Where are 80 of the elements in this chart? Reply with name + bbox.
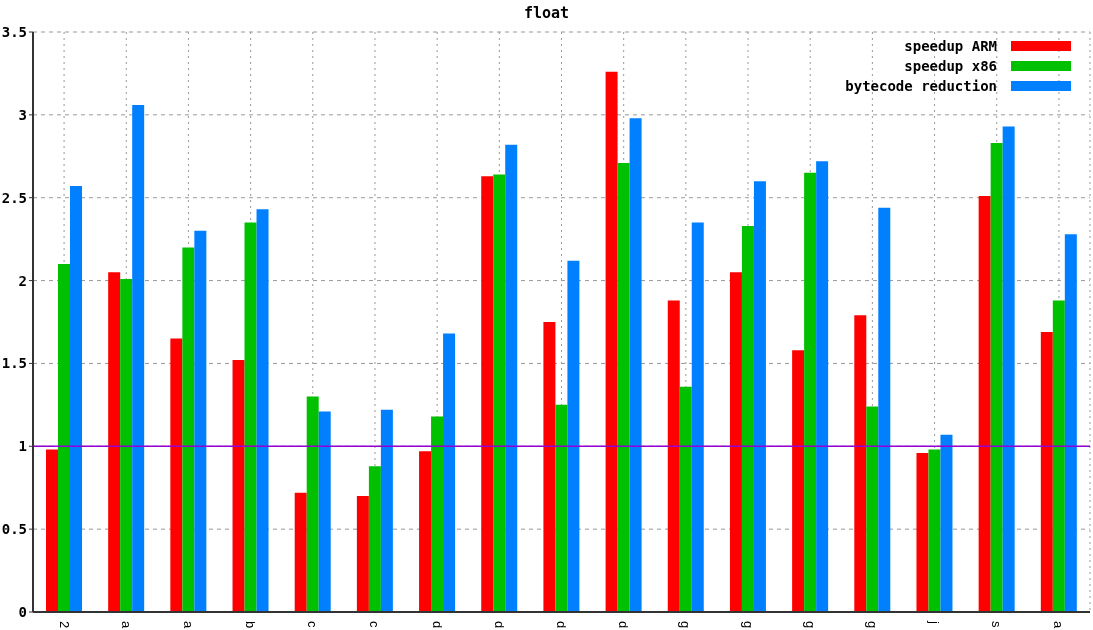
bar [306, 396, 319, 612]
bar [244, 222, 257, 612]
y-tick-label: 1 [18, 438, 27, 455]
bar [617, 162, 630, 612]
bar [1052, 300, 1065, 612]
bar [481, 176, 494, 612]
bar [940, 434, 953, 612]
y-tick-label: 3.5 [1, 23, 27, 40]
bar [629, 118, 642, 612]
bar [741, 225, 754, 612]
bar [58, 264, 70, 612]
bar [878, 207, 891, 612]
bar [753, 181, 766, 612]
bar [555, 404, 568, 612]
bar [543, 322, 556, 612]
x-tick-label: 2 [56, 621, 72, 629]
bar [729, 272, 742, 612]
bar [928, 449, 941, 612]
bar [443, 333, 456, 612]
x-tick-label: g [864, 621, 880, 629]
bar [691, 222, 704, 612]
bar [493, 174, 506, 612]
x-tick-label: j [927, 620, 943, 624]
legend-label: speedup x86 [904, 58, 997, 74]
x-tick-label: g [678, 621, 694, 629]
bar [605, 71, 618, 612]
y-tick-label: 3 [18, 106, 27, 123]
bar [978, 196, 991, 612]
bar [46, 449, 58, 612]
bar [132, 104, 145, 612]
bar [1040, 331, 1053, 612]
x-tick-label: c [305, 621, 321, 628]
x-tick-label: a [1051, 621, 1067, 629]
bar [1064, 234, 1077, 612]
x-tick-label: d [616, 621, 632, 629]
x-tick-label: b [243, 621, 259, 629]
x-tick-label: a [118, 621, 134, 629]
x-tick-label: g [802, 621, 818, 629]
bar [419, 451, 432, 612]
bar [431, 416, 444, 612]
bar [866, 406, 879, 612]
x-tick-label: a [180, 621, 196, 629]
y-tick-label: 0.5 [1, 521, 27, 538]
y-tick-label: 1.5 [1, 355, 27, 372]
bar [108, 272, 121, 612]
bar [256, 209, 269, 612]
bar [816, 161, 829, 612]
chart-title: float [522, 4, 571, 22]
x-tick-label: s [989, 621, 1005, 628]
bar [120, 278, 133, 612]
x-tick-label: c [367, 621, 383, 628]
bar [368, 466, 381, 612]
bar [318, 411, 331, 612]
bar [1002, 126, 1015, 612]
bar [854, 315, 867, 612]
y-tick-label: 2.5 [1, 189, 27, 206]
bar [792, 350, 805, 612]
bar [170, 338, 183, 612]
bar [679, 386, 692, 612]
bar [294, 492, 307, 612]
x-tick-label: g [740, 621, 756, 629]
bar [232, 360, 245, 612]
legend-label: speedup ARM [904, 38, 997, 54]
bar [194, 230, 207, 612]
bar [804, 172, 817, 612]
y-tick-label: 2 [18, 272, 27, 289]
bar [380, 409, 393, 612]
bar [182, 247, 195, 612]
bar [356, 496, 369, 612]
bar [667, 300, 680, 612]
x-tick-label: d [491, 621, 507, 629]
bar [567, 260, 580, 612]
legend-label: bytecode reduction [845, 78, 997, 94]
x-tick-label: d [554, 621, 569, 629]
y-tick-label: 0 [18, 603, 27, 620]
bar [916, 452, 929, 612]
bar [990, 143, 1003, 612]
x-tick-label: d [429, 621, 445, 629]
bar [505, 144, 518, 612]
bar [70, 186, 82, 612]
